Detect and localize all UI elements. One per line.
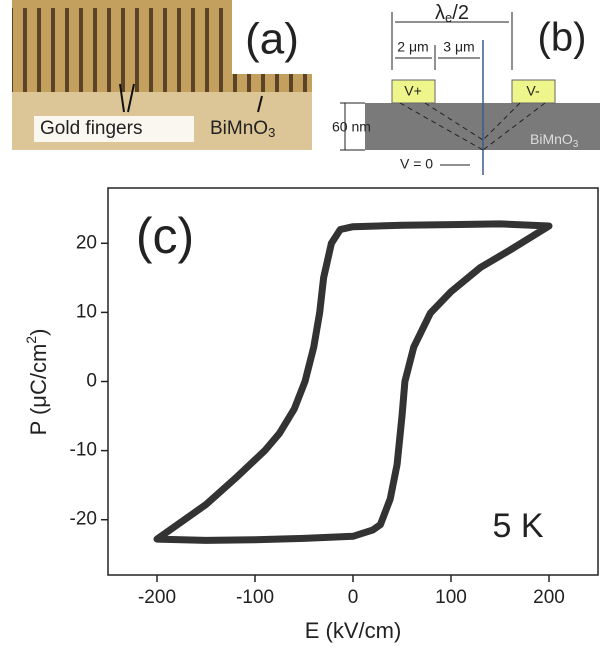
- x-tick-label: 200: [533, 587, 565, 608]
- ground-label: V = 0: [400, 156, 433, 172]
- x-tick-label: -100: [236, 587, 274, 608]
- panel-a: (a) Gold fingers BiMnO3: [12, 0, 312, 150]
- panel-label: (c): [136, 208, 194, 264]
- text: BiMnO: [530, 131, 573, 147]
- x-tick-label: -200: [138, 587, 176, 608]
- text-box: [34, 116, 194, 142]
- fingers-label: Gold fingers: [40, 118, 142, 139]
- gap-label: 2 μm: [397, 39, 428, 55]
- electrode-label: V+: [404, 83, 422, 99]
- electrode: [511, 79, 556, 104]
- panel-label: (b): [538, 16, 587, 60]
- x-axis-label: E (kV/cm): [305, 618, 402, 643]
- field-lines: [399, 102, 546, 151]
- material-label: BiMnO3: [210, 118, 275, 140]
- y-tick-label: -10: [70, 440, 97, 461]
- superscript: 2: [23, 336, 39, 344]
- electrode: [391, 79, 436, 104]
- text: P (μC/cm: [26, 344, 51, 436]
- subscript: 3: [573, 139, 579, 150]
- text: ): [26, 329, 51, 336]
- dimension-lines: [340, 12, 513, 166]
- x-tick-label: 100: [435, 587, 467, 608]
- text: λ: [435, 2, 445, 24]
- x-tick-label: 0: [348, 587, 359, 608]
- panel-c: (c) 5 K E (kV/cm) P (μC/cm2) -200 -100 0 10…: [23, 187, 599, 643]
- y-tick-label: 20: [76, 232, 97, 253]
- label-box: [232, 0, 312, 74]
- y-tick-label: 0: [86, 371, 97, 392]
- panel-b: λe/2 2 μm 3 μm V+ V- 60 nm BiMnO3 V = 0 …: [332, 2, 600, 175]
- y-axis-label: P (μC/cm2): [23, 329, 51, 436]
- text: BiMnO: [210, 118, 268, 139]
- subscript: e: [445, 10, 452, 25]
- panel-label: (a): [245, 15, 299, 64]
- material-label: BiMnO3: [530, 131, 579, 150]
- thickness-label: 60 nm: [332, 119, 371, 135]
- loop-line: [153, 220, 553, 544]
- arrow: [119, 83, 263, 113]
- gap-label: 3 μm: [443, 39, 474, 55]
- wavelength: λe/2: [435, 2, 469, 25]
- y-tick-label: -20: [70, 509, 97, 530]
- electrode-label: V-: [526, 83, 540, 99]
- text: /2: [452, 2, 469, 24]
- subscript: 3: [268, 125, 275, 140]
- y-tick-label: 10: [76, 301, 97, 322]
- annotation: 5 K: [492, 507, 543, 545]
